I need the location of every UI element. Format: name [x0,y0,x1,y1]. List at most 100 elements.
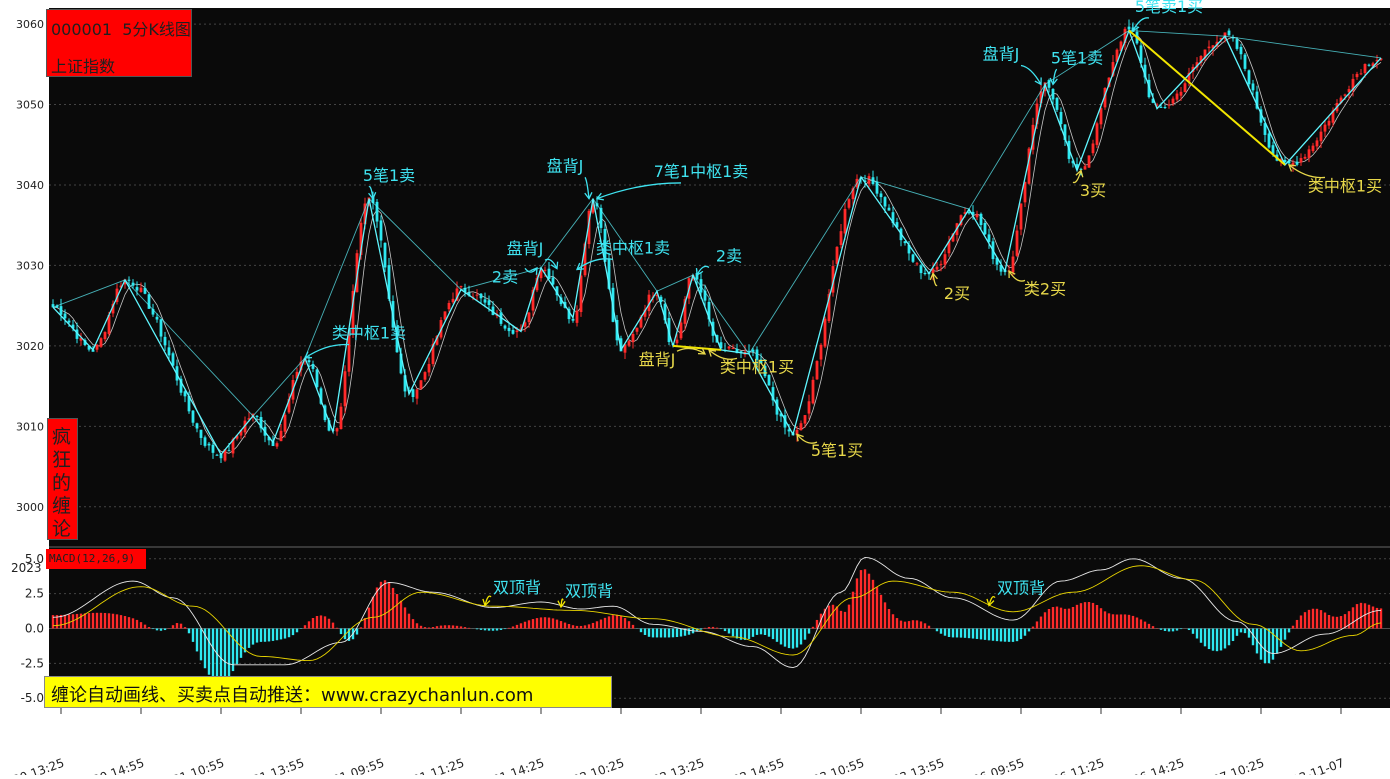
signal-label: 类2买 [1024,279,1066,298]
candle-body [115,288,119,302]
candle-body [655,294,659,297]
candle-body [435,335,439,345]
candle-body [55,305,59,308]
candle-body [719,342,723,349]
candle-body [1087,155,1091,168]
candle-body [915,263,919,265]
candle-body [847,199,851,208]
candle-body [167,347,171,356]
candle-body [267,436,271,441]
candle-body [1047,80,1051,88]
candle-body [163,336,167,346]
candle-body [1283,159,1287,163]
promo-banner: 缠论自动画线、买卖点自动推送：www.crazychanlun.com [44,676,612,708]
macd-panel: 双顶背 双顶背 双顶背 [49,556,1390,683]
macd-label: MACD(12,26,9) [49,552,136,565]
candle-body [491,306,495,316]
candle-body [1159,106,1163,108]
candle-body [1291,162,1295,166]
candle-body [939,263,943,265]
candle-body [399,353,403,374]
signal-segment [672,344,722,351]
candle-body [299,361,303,371]
signal-label: 类中枢1卖 [332,324,406,343]
candle-body [1331,110,1335,123]
candle-body [827,294,831,322]
y-tick-label: 3000 [16,501,44,514]
candle-body [119,285,123,288]
candle-body [1271,145,1275,154]
signal-arrow-head [575,262,585,271]
candle-body [1355,73,1359,78]
candle-body [459,286,463,288]
candle-body [419,380,423,389]
candle-body [347,332,351,372]
moving-average [52,34,1382,454]
candle-body [1115,49,1119,62]
candle-body [75,329,79,339]
candle-body [107,314,111,334]
candle-body [1239,46,1243,55]
candle-body [1199,55,1203,63]
candle-body [403,375,407,392]
macd-signal-label: 双顶背 [493,578,541,597]
candle-body [875,181,879,194]
macd-y-tick-label: -5.0 [21,691,44,705]
candle-body [151,309,155,315]
candle-body [143,287,147,294]
promo-banner-text: 缠论自动画线、买卖点自动推送：www.crazychanlun.com [51,685,534,706]
signal-label: 7笔1中枢1卖 [654,162,749,181]
candle-body [1295,161,1299,165]
signal-label: 2买 [944,284,970,303]
candle-body [1351,78,1355,91]
candle-body [975,214,979,218]
signal-arrow-head [368,191,377,200]
candle-body [607,259,611,289]
candle-body [87,345,91,350]
candle-body [803,415,807,424]
candle-body [139,287,143,292]
side-label-char: 缠 [52,495,72,517]
signal-segment [1128,29,1286,166]
candle-body [551,277,555,285]
signal-label: 类中枢1买 [1308,176,1382,195]
y-tick-label: 3060 [16,18,44,31]
candle-body [623,344,627,353]
candle-body [983,222,987,235]
macd-signal-arrow-head [482,598,491,607]
candle-body [911,254,915,262]
y-axis: 3000 3010 3020 3030 3040 3050 3060 5.0 2.5 0.0 -2.… [11,18,44,705]
signal-arrow-head [530,266,538,275]
candle-body [1123,28,1127,44]
candle-body [579,275,583,313]
signal-label: 盘背J [547,156,584,175]
macd-signal-label: 双顶背 [997,579,1045,598]
candle-body [1299,158,1303,163]
candle-body [1203,49,1207,59]
y-tick-label: 3040 [16,179,44,192]
candle-body [67,320,71,323]
candle-body [643,309,647,317]
candle-body [675,339,679,344]
candle-body [863,180,867,182]
candle-body [431,343,435,364]
macd-y-tick-label: 5.0 [25,552,44,566]
candle-body [239,430,243,436]
candle-body [575,310,579,323]
candle-body [211,444,215,453]
candle-body [247,418,251,420]
candle-body [315,369,319,388]
signal-label: 2卖 [716,246,742,265]
candle-body [771,387,775,401]
candle-body [147,294,151,309]
candle-body [131,282,135,286]
signal-label: 5笔1卖 [1051,49,1103,68]
candle-body [1103,87,1107,108]
candle-body [1339,97,1343,104]
candle-body [1187,72,1191,82]
candle-body [359,222,363,256]
candle-body [783,415,787,428]
candle-body [111,303,115,314]
candle-body [51,304,55,308]
